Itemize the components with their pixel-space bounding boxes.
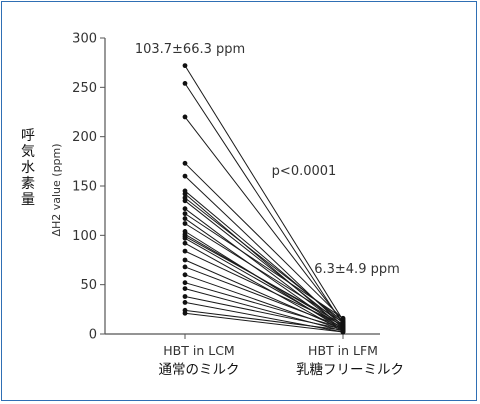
series-points bbox=[182, 63, 346, 335]
annotation-lcm-mean: 103.7±66.3 ppm bbox=[135, 42, 245, 57]
y-tick-label: 300 bbox=[72, 32, 97, 47]
data-point-lcm bbox=[182, 248, 188, 254]
series-line bbox=[184, 190, 344, 324]
series-line bbox=[184, 242, 344, 332]
series-line bbox=[184, 266, 344, 328]
series-line bbox=[184, 312, 344, 333]
data-point-lcm bbox=[182, 114, 188, 120]
y-tick-label: 100 bbox=[72, 229, 97, 244]
data-point-lcm bbox=[182, 63, 188, 69]
data-point-lcm bbox=[182, 257, 188, 263]
series-line bbox=[184, 162, 344, 320]
y-axis-label-ja: 呼気水素量 bbox=[21, 128, 35, 208]
data-point-lcm bbox=[182, 191, 188, 197]
data-point-lcm bbox=[182, 310, 188, 316]
x-category-label-lcm: HBT in LCM bbox=[163, 343, 234, 358]
series-line bbox=[184, 208, 344, 328]
series-line bbox=[184, 193, 344, 329]
data-point-lcm bbox=[182, 198, 188, 204]
data-point-lcm bbox=[182, 80, 188, 86]
data-point-lcm bbox=[182, 300, 188, 305]
data-point-lcm bbox=[182, 235, 188, 241]
annotation-lfm-mean: 6.3±4.9 ppm bbox=[314, 262, 400, 277]
data-point-lcm bbox=[182, 206, 188, 212]
series-line bbox=[184, 235, 344, 325]
series-line bbox=[184, 250, 344, 326]
series-lines bbox=[184, 65, 344, 333]
data-point-lfm bbox=[340, 329, 346, 335]
y-tick-label: 150 bbox=[72, 180, 97, 195]
data-point-lcm bbox=[182, 160, 188, 166]
series-line bbox=[184, 223, 344, 323]
series-line bbox=[184, 200, 344, 326]
y-tick-label: 0 bbox=[89, 328, 97, 343]
data-point-lcm bbox=[182, 221, 188, 226]
data-point-lcm bbox=[182, 272, 188, 278]
series-line bbox=[184, 296, 344, 330]
annotation-p-value: p<0.0001 bbox=[272, 164, 337, 179]
series-line bbox=[184, 282, 344, 329]
y-tick-label: 200 bbox=[72, 130, 97, 145]
axes: 0 50 100 150 200 250 300 bbox=[72, 32, 380, 343]
series-line bbox=[184, 116, 344, 323]
data-point-lcm bbox=[182, 211, 188, 217]
data-point-lcm bbox=[182, 294, 188, 299]
data-point-lcm bbox=[182, 264, 188, 270]
data-point-lcm bbox=[182, 240, 188, 246]
series-line bbox=[184, 83, 344, 325]
series-line bbox=[184, 65, 344, 321]
data-point-lcm bbox=[182, 286, 188, 292]
y-tick-label: 50 bbox=[80, 278, 97, 293]
data-point-lcm bbox=[182, 280, 188, 286]
series-line bbox=[184, 309, 344, 331]
data-point-lcm bbox=[182, 173, 188, 179]
data-point-lcm bbox=[182, 216, 188, 221]
data-point-lfm bbox=[340, 315, 346, 321]
y-axis-label: ΔH2 value (ppm) bbox=[50, 143, 63, 236]
x-category-label-lfm-ja: 乳糖フリーミルク bbox=[296, 362, 404, 378]
series-line bbox=[184, 213, 344, 319]
x-category-label-lcm-ja: 通常のミルク bbox=[159, 362, 240, 378]
x-category-label-lfm: HBT in LFM bbox=[308, 343, 378, 358]
y-tick-label: 250 bbox=[72, 81, 97, 96]
